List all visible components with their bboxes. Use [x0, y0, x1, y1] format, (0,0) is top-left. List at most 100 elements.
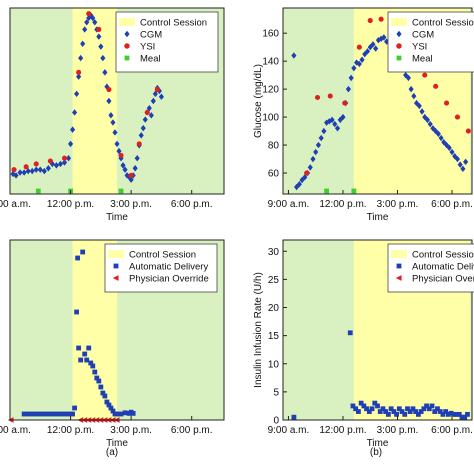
data-point — [112, 129, 118, 136]
data-point — [100, 54, 106, 62]
data-point — [108, 405, 114, 411]
data-point — [154, 87, 160, 93]
data-point — [29, 167, 35, 175]
series-automatic-delivery — [291, 330, 470, 420]
data-point — [118, 188, 124, 194]
data-point — [122, 410, 128, 416]
data-point — [427, 120, 433, 128]
legend-label: YSI — [412, 42, 427, 53]
data-point — [291, 414, 297, 420]
data-point — [354, 59, 360, 66]
data-point — [80, 40, 86, 47]
data-point — [96, 33, 102, 40]
axes-frame — [9, 7, 225, 195]
legend-marker — [395, 275, 402, 281]
legend-label: Control Session — [412, 250, 474, 261]
x-tick-label: 6:00 p.m. — [431, 425, 473, 436]
legend-marker — [124, 43, 130, 49]
data-point — [462, 414, 468, 420]
data-point — [340, 113, 346, 121]
x-tick-label: 12:00 p.m. — [319, 199, 366, 210]
legend-label: YSI — [140, 42, 155, 53]
data-point — [334, 125, 341, 132]
data-point — [80, 249, 86, 255]
data-point — [33, 161, 39, 167]
data-point — [386, 411, 391, 417]
data-point — [45, 411, 51, 417]
data-point — [70, 411, 75, 417]
data-point — [356, 44, 362, 50]
data-point — [451, 411, 457, 417]
data-point — [102, 393, 108, 399]
data-point — [66, 411, 71, 417]
data-point — [463, 158, 469, 166]
data-point — [100, 390, 106, 396]
data-point — [104, 399, 110, 405]
y-axis-label: Glucose (mg/dL) — [253, 64, 264, 138]
data-point — [86, 14, 92, 22]
data-point — [345, 85, 351, 93]
data-point — [291, 52, 297, 59]
legend-label: Automatic Delivery — [129, 262, 208, 273]
data-point — [314, 94, 321, 101]
data-point — [120, 162, 126, 169]
legend-marker — [113, 263, 119, 269]
data-point — [307, 164, 313, 171]
chart-panel-bottom-right: 9:00 a.m. 12:00 p.m. 3:00 p.m. 6:00 p.m. 0 5 1… — [253, 239, 474, 449]
data-point — [454, 114, 461, 120]
x-tick-label: 3:00 p.m. — [377, 425, 419, 436]
data-point — [432, 409, 438, 414]
data-point — [358, 400, 364, 406]
data-point — [361, 403, 367, 409]
y-tick-label: 20 — [268, 303, 280, 314]
data-point — [72, 109, 78, 116]
data-point — [367, 18, 373, 24]
data-point — [378, 16, 384, 22]
data-point — [445, 411, 451, 417]
data-point — [17, 169, 23, 176]
axes-frame — [282, 239, 473, 421]
data-point — [76, 73, 82, 80]
data-point — [359, 56, 365, 63]
data-point — [353, 406, 359, 412]
data-point — [347, 330, 353, 336]
legend-marker — [124, 55, 130, 61]
data-point — [364, 406, 369, 412]
data-point — [130, 411, 136, 416]
data-point — [313, 148, 319, 156]
data-point — [70, 126, 76, 133]
y-tick-label: 25 — [268, 275, 280, 286]
data-point — [375, 403, 380, 409]
data-point — [318, 134, 324, 142]
legend-marker — [396, 55, 402, 61]
data-point — [78, 54, 84, 62]
data-point — [76, 345, 82, 351]
data-point — [54, 411, 59, 417]
data-point — [74, 309, 80, 315]
data-point — [413, 409, 419, 414]
data-point — [150, 97, 156, 105]
data-point — [37, 166, 43, 173]
data-point — [454, 411, 459, 417]
data-point — [424, 403, 429, 409]
legend-marker — [396, 30, 402, 38]
series-meal — [324, 188, 357, 194]
data-point — [33, 411, 39, 417]
data-point — [45, 165, 51, 172]
y-tick-label: 30 — [268, 247, 280, 258]
legend-label: Meal — [140, 54, 161, 65]
data-point — [114, 140, 120, 148]
data-point — [158, 93, 164, 100]
data-point — [94, 375, 100, 381]
data-point — [407, 409, 413, 414]
data-point — [454, 155, 461, 163]
data-point — [424, 116, 431, 124]
series-ysi — [11, 11, 160, 178]
data-point — [35, 188, 41, 194]
data-point — [37, 411, 43, 417]
data-point — [369, 406, 375, 412]
x-tick-label: 9:00 a.m. — [0, 199, 31, 210]
data-point — [88, 360, 94, 366]
